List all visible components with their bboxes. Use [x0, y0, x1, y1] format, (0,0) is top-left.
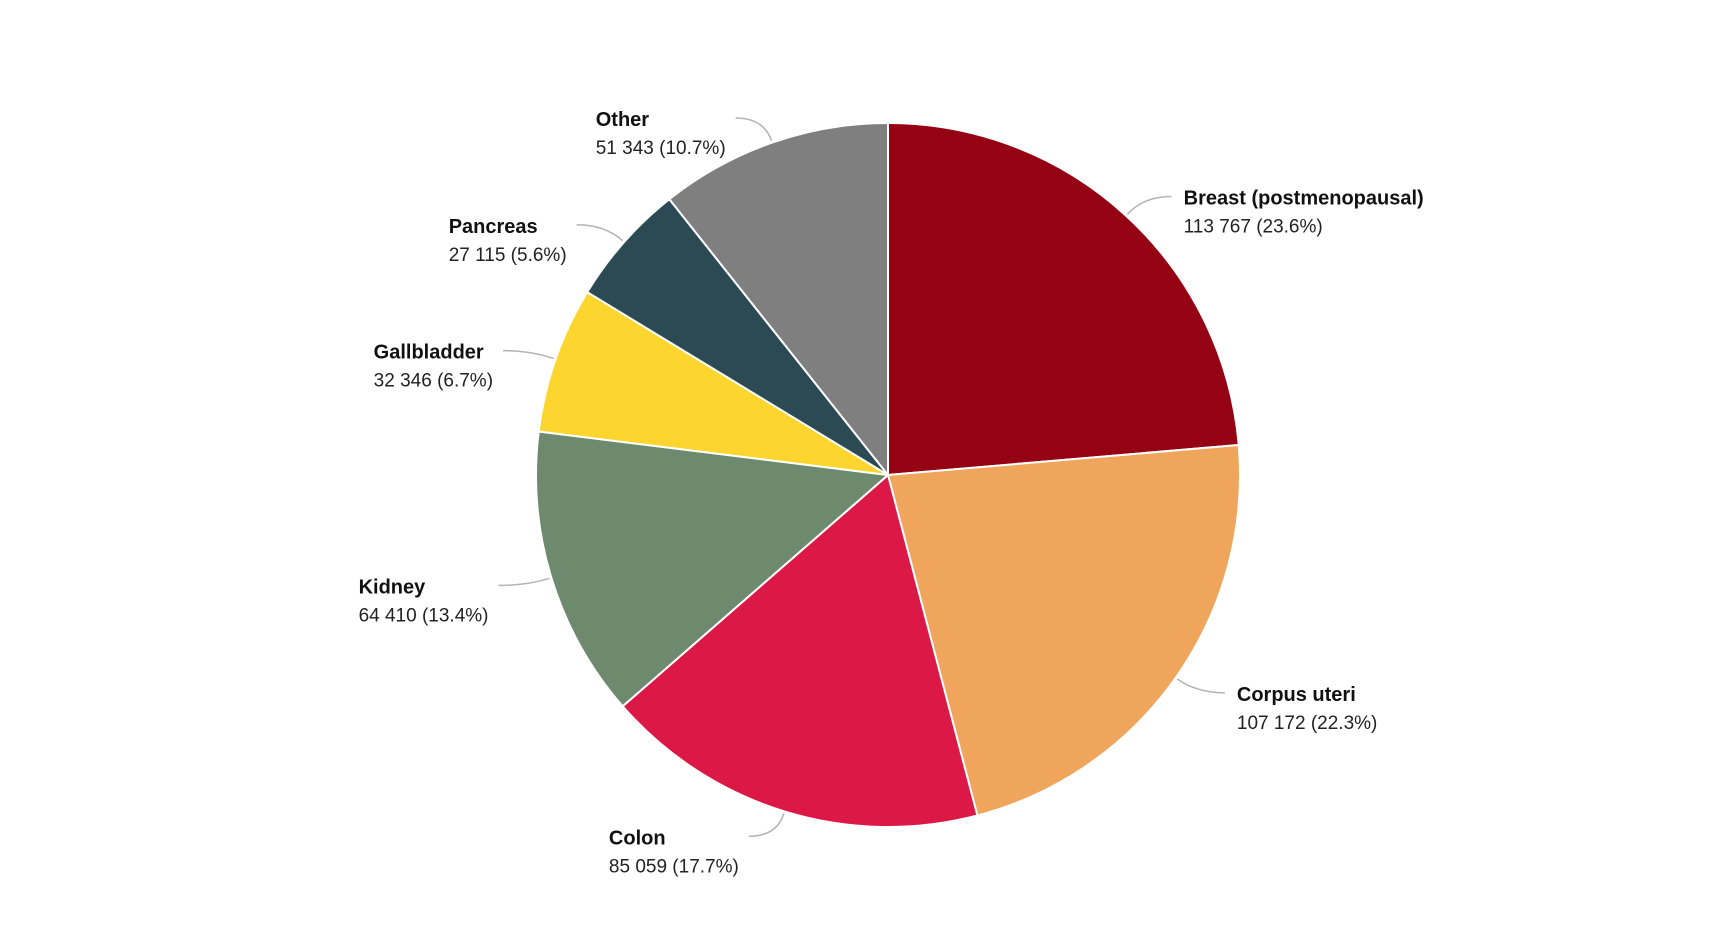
- leader-line-other: [735, 117, 773, 141]
- pie-slice-colon: [621, 474, 979, 828]
- slice-value-label-gallbladder: 32 346 (6.7%): [374, 371, 493, 392]
- pie-slice-corpus-uteri: [887, 443, 1242, 817]
- labels-layer: Breast (postmenopausal) 113 767 (23.6%) Co…: [359, 109, 1424, 877]
- slice-label-gallbladder: Gallbladder: [374, 342, 484, 364]
- leader-line-kidney: [498, 577, 550, 587]
- slice-value-label-corpus-uteri: 107 172 (22.3%): [1237, 713, 1378, 734]
- slices-layer: [535, 122, 1242, 828]
- slice-value-label-other: 51 343 (10.7%): [596, 138, 726, 159]
- leader-line-breast-postmenopausal: [1126, 195, 1172, 215]
- leader-line-pancreas: [576, 224, 624, 242]
- slice-label-other: Other: [596, 109, 650, 131]
- leader-line-gallbladder: [503, 349, 554, 360]
- leader-lines-layer: [498, 117, 1225, 838]
- slice-label-kidney: Kidney: [359, 576, 427, 598]
- pie-slice-breast-postmenopausal: [887, 122, 1240, 476]
- pie-slice-other: [668, 122, 889, 476]
- slice-label-pancreas: Pancreas: [449, 216, 538, 238]
- slice-label-colon: Colon: [609, 827, 666, 849]
- pie-slice-kidney: [535, 430, 889, 708]
- slice-value-label-pancreas: 27 115 (5.6%): [449, 245, 567, 266]
- pie-slice-gallbladder: [537, 291, 889, 476]
- leader-line-colon: [748, 813, 785, 838]
- slice-value-label-colon: 85 059 (17.7%): [609, 856, 739, 877]
- slice-value-label-kidney: 64 410 (13.4%): [359, 605, 489, 626]
- slice-label-breast-postmenopausal: Breast (postmenopausal): [1184, 188, 1424, 210]
- slice-label-corpus-uteri: Corpus uteri: [1237, 684, 1356, 706]
- leader-line-corpus-uteri: [1176, 678, 1225, 694]
- slice-value-label-breast-postmenopausal: 113 767 (23.6%): [1184, 217, 1323, 238]
